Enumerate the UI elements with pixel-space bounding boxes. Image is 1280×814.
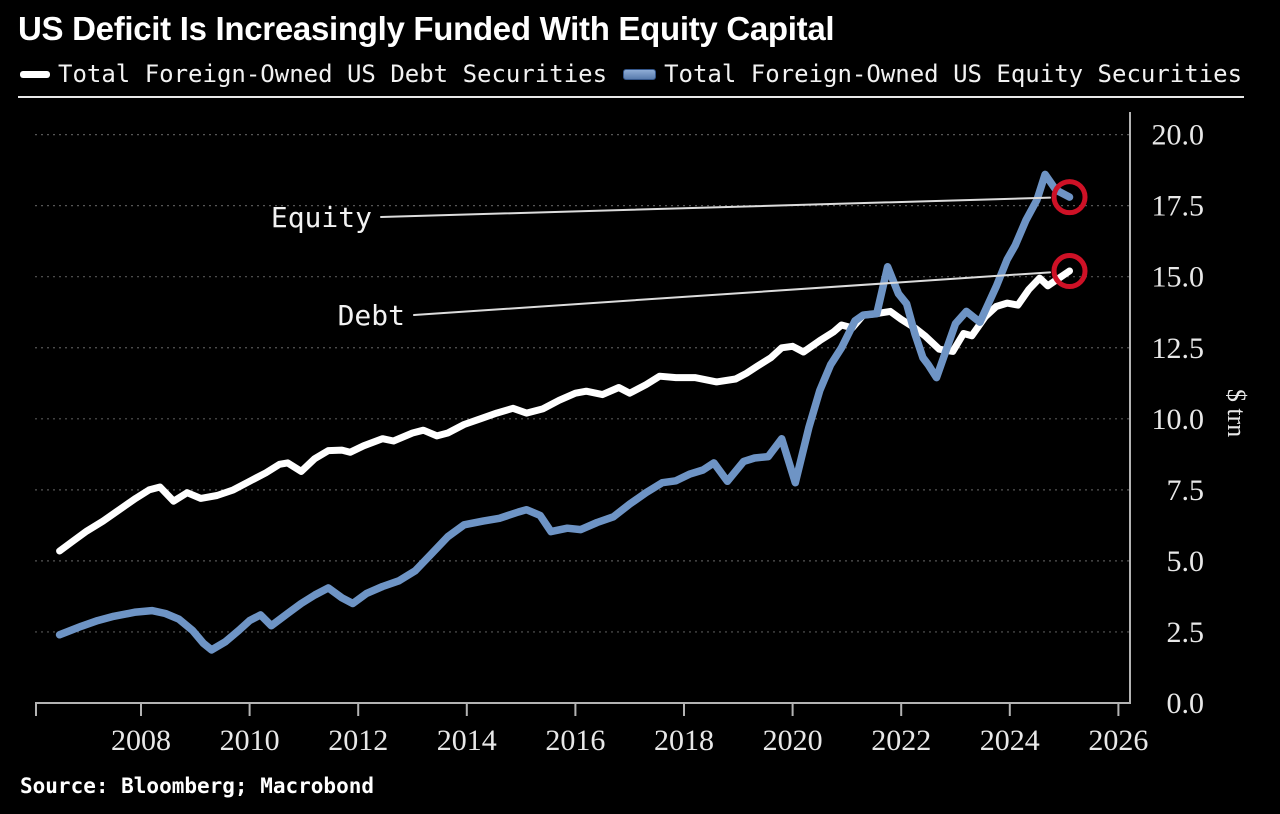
y-tick-label: 12.5 (1152, 332, 1205, 365)
leader-lines (380, 196, 1052, 316)
y-tick-label: 5.0 (1167, 545, 1205, 578)
x-tick-label: 2012 (328, 724, 388, 757)
series-lines (55, 170, 1074, 654)
x-tick-label: 2018 (654, 724, 714, 757)
gridlines (35, 134, 1130, 633)
legend-item-equity: Total Foreign-Owned US Equity Securities (623, 60, 1242, 88)
equity-line-swatch-icon (623, 68, 657, 80)
y-tick-label: 7.5 (1167, 474, 1205, 507)
header-divider (18, 96, 1244, 98)
equity-annotation-label: Equity (271, 201, 372, 234)
equity-series-line (55, 170, 1074, 654)
y-tick-label: 20.0 (1152, 119, 1205, 152)
x-tick-label: 2016 (545, 724, 605, 757)
axes (35, 112, 1131, 716)
debt-end-marker (1051, 253, 1088, 290)
x-tick-label: 2022 (871, 724, 931, 757)
end-markers (1051, 179, 1088, 290)
x-tick-label: 2020 (763, 724, 823, 757)
source-credit: Source: Bloomberg; Macrobond (20, 774, 375, 798)
x-tick-label: 2008 (111, 724, 171, 757)
y-tick-label: 17.5 (1152, 190, 1205, 223)
debt-annotation-label: Debt (338, 299, 405, 332)
x-axis-labels: 2008 2010 2012 2014 2016 2018 2020 2022 2024 2026 (111, 724, 1148, 757)
equity-end-marker (1051, 179, 1088, 216)
legend-label-equity: Total Foreign-Owned US Equity Securities (664, 60, 1243, 88)
x-tick-label: 2024 (980, 724, 1040, 757)
page-title: US Deficit Is Increasingly Funded With E… (18, 10, 835, 47)
debt-leader-line (413, 271, 1052, 316)
legend: Total Foreign-Owned US Debt Securities T… (20, 58, 1258, 90)
x-tick-label: 2010 (220, 724, 280, 757)
y-tick-label: 15.0 (1152, 261, 1205, 294)
y-tick-label: 0.0 (1167, 687, 1205, 720)
legend-item-debt: Total Foreign-Owned US Debt Securities (20, 60, 607, 88)
debt-line-swatch-icon (20, 70, 50, 78)
x-tick-label: 2014 (437, 724, 497, 757)
y-tick-label: 10.0 (1152, 403, 1205, 436)
y-tick-label: 2.5 (1167, 616, 1205, 649)
equity-leader-line (380, 196, 1052, 218)
legend-label-debt: Total Foreign-Owned US Debt Securities (58, 60, 608, 88)
y-axis-unit-label: $ trn (1222, 389, 1251, 437)
y-axis-labels: 0.0 2.5 5.0 7.5 10.0 12.5 15.0 17.5 20.0 (1152, 119, 1205, 720)
x-tick-label: 2026 (1088, 724, 1148, 757)
debt-series-line (56, 267, 1073, 555)
